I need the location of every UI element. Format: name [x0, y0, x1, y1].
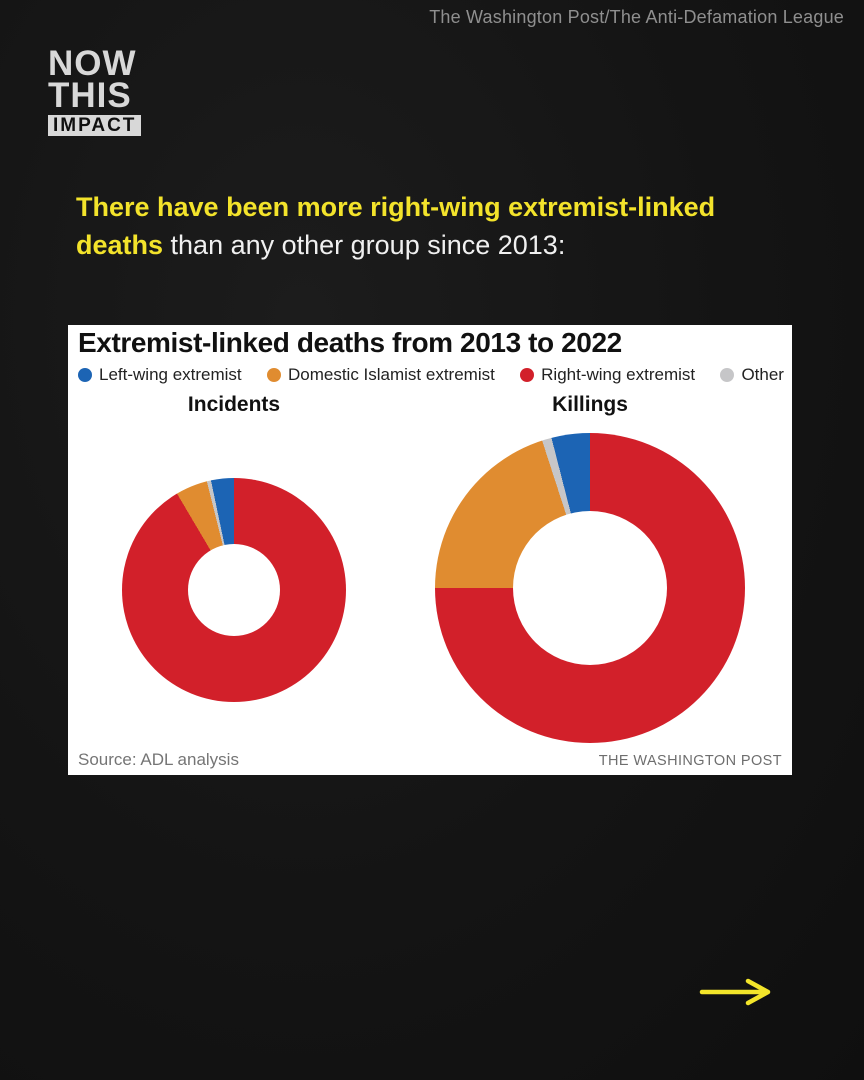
chart-card: Extremist-linked deaths from 2013 to 202…: [68, 325, 792, 775]
legend-label: Domestic Islamist extremist: [287, 365, 495, 384]
legend-swatch-icon: [78, 368, 92, 382]
chart-label-incidents: Incidents: [187, 393, 281, 416]
legend-swatch-icon: [520, 368, 535, 382]
chart-legend: Left-wing extremist Domestic Islamist ext…: [78, 365, 784, 385]
legend-label: Right-wing extremist: [541, 365, 696, 384]
donut-chart-killings: [435, 433, 745, 743]
logo-this: THIS: [48, 76, 132, 116]
headline-highlight-line1: There have been more right-wing extremis…: [76, 192, 716, 222]
washington-post-credit: THE WASHINGTON POST: [598, 753, 782, 769]
donut-chart-incidents: [122, 478, 346, 702]
nowthis-impact-logo: NOW THIS IMPACT: [48, 44, 142, 136]
chart-footer: Source: ADL analysis THE WASHINGTON POST: [78, 750, 782, 770]
legend-item: Other: [720, 365, 784, 385]
logo-impact-badge: IMPACT: [48, 115, 142, 136]
legend-swatch-icon: [720, 368, 735, 382]
next-arrow-icon[interactable]: [698, 978, 782, 1006]
legend-item: Left-wing extremist: [78, 365, 242, 385]
legend-item: Right-wing extremist: [520, 365, 695, 385]
headline: There have been more right-wing extremis…: [76, 188, 776, 264]
legend-label: Left-wing extremist: [99, 365, 242, 384]
headline-highlight-line2: deaths: [76, 230, 164, 260]
chart-title: Extremist-linked deaths from 2013 to 202…: [78, 327, 622, 358]
logo-now: NOW: [48, 44, 137, 83]
headline-rest: than any other group since 2013:: [163, 230, 566, 260]
donut-hole: [513, 511, 667, 665]
chart-label-killings: Killings: [552, 393, 628, 416]
legend-label: Other: [741, 365, 784, 384]
legend-item: Domestic Islamist extremist: [266, 365, 495, 385]
donut-hole: [188, 544, 280, 636]
source-note: Source: ADL analysis: [78, 750, 239, 769]
legend-swatch-icon: [266, 368, 281, 382]
attribution-text: The Washington Post/The Anti-Defamation …: [429, 7, 844, 27]
